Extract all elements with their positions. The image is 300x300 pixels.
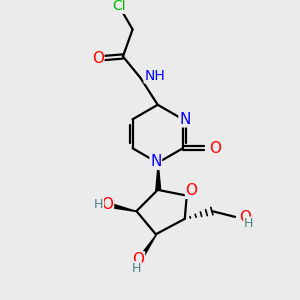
Text: O: O xyxy=(132,252,144,267)
Text: H: H xyxy=(94,198,104,211)
Text: H: H xyxy=(132,262,141,275)
Text: O: O xyxy=(92,51,104,66)
Text: H: H xyxy=(244,217,253,230)
Text: N: N xyxy=(179,112,190,127)
Text: O: O xyxy=(239,210,251,225)
Text: Cl: Cl xyxy=(112,0,126,13)
Text: NH: NH xyxy=(144,69,165,83)
Text: O: O xyxy=(101,197,113,212)
Text: O: O xyxy=(209,141,221,156)
Text: N: N xyxy=(150,154,161,169)
Text: O: O xyxy=(186,183,198,198)
